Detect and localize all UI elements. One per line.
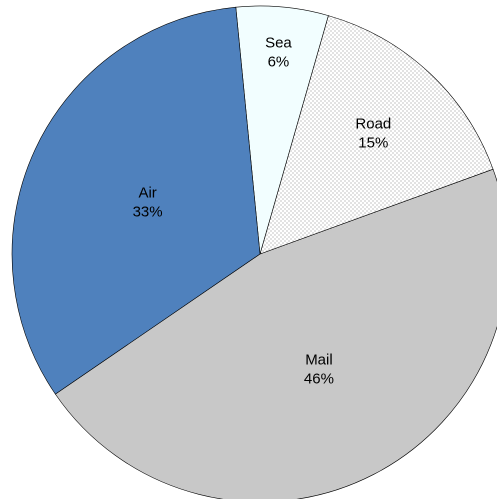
pie-slices: [11, 5, 497, 503]
slice-value-sea: 6%: [268, 53, 290, 70]
slice-label-air: Air: [138, 185, 156, 202]
pie-labels: Mail 46% Road 15% Sea 6% Air 33%: [133, 34, 392, 387]
slice-label-sea: Sea: [265, 34, 292, 51]
slice-label-mail: Mail: [305, 352, 333, 369]
pie-slice-road: [259, 15, 494, 255]
pie-slice-air: [11, 6, 261, 395]
slice-label-road: Road: [355, 115, 391, 132]
pie-slice-mail: [54, 168, 497, 503]
slice-value-air: 33%: [133, 204, 163, 221]
slice-value-road: 15%: [358, 134, 388, 151]
slice-value-mail: 46%: [304, 371, 334, 388]
